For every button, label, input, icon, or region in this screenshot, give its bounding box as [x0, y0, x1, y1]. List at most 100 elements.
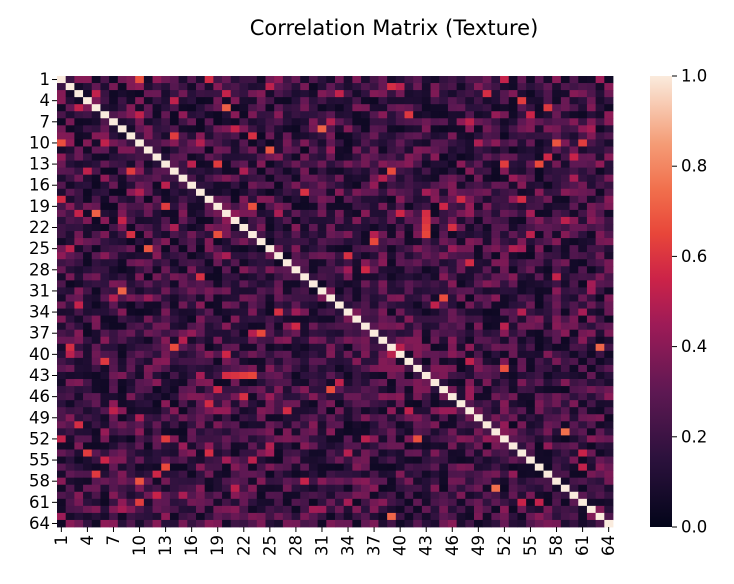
heatmap-cell: [178, 491, 188, 500]
heatmap-cell: [421, 245, 431, 253]
heatmap-cell: [143, 421, 153, 429]
heatmap-cell: [491, 400, 501, 408]
heatmap-cell: [352, 435, 362, 443]
heatmap-cell: [126, 301, 136, 309]
heatmap-cell: [196, 266, 206, 274]
heatmap-cell: [248, 231, 258, 239]
heatmap-cell: [387, 132, 397, 140]
heatmap-cell: [213, 181, 223, 190]
heatmap-cell: [239, 111, 249, 119]
heatmap-cell: [204, 167, 214, 176]
heatmap-cell: [57, 421, 67, 429]
heatmap-cell: [135, 83, 145, 91]
heatmap-cell: [430, 209, 440, 218]
heatmap-cell: [604, 273, 614, 281]
heatmap-cell: [595, 357, 605, 366]
heatmap-cell: [308, 357, 319, 366]
heatmap-cell: [378, 512, 388, 521]
heatmap-cell: [126, 153, 136, 161]
heatmap-cell: [421, 280, 431, 288]
heatmap-cell: [387, 491, 397, 500]
heatmap-cell: [169, 118, 180, 126]
heatmap-cell: [100, 386, 110, 394]
heatmap-cell: [343, 294, 353, 302]
heatmap-cell: [265, 97, 275, 105]
heatmap-cell: [274, 280, 284, 288]
heatmap-cell: [517, 146, 527, 154]
heatmap-cell: [439, 294, 449, 302]
heatmap-cell: [248, 301, 258, 309]
heatmap-cell: [152, 519, 162, 528]
heatmap-cell: [274, 118, 284, 126]
heatmap-cell: [508, 519, 518, 528]
heatmap-cell: [404, 153, 414, 161]
heatmap-cell: [604, 428, 614, 436]
heatmap-cell: [230, 393, 240, 401]
heatmap-cell: [161, 266, 171, 274]
heatmap-cell: [230, 160, 240, 169]
heatmap-cell: [91, 477, 101, 486]
heatmap-cell: [474, 259, 484, 267]
heatmap-cell: [421, 343, 431, 352]
heatmap-cell: [109, 273, 119, 281]
heatmap-cell: [526, 280, 536, 288]
heatmap-cell: [300, 519, 310, 528]
heatmap-cell: [335, 322, 345, 331]
heatmap-cell: [135, 294, 145, 302]
heatmap-cell: [152, 238, 162, 246]
heatmap-cell: [256, 379, 266, 387]
heatmap-cell: [204, 400, 214, 408]
heatmap-cell: [430, 519, 440, 528]
heatmap-cell: [239, 336, 249, 345]
heatmap-cell: [213, 336, 223, 345]
heatmap-cell: [378, 76, 388, 84]
heatmap-cell: [447, 301, 458, 309]
heatmap-cell: [74, 308, 84, 316]
heatmap-cell: [178, 252, 188, 260]
heatmap-cell: [282, 252, 292, 260]
heatmap-cell: [282, 308, 292, 316]
heatmap-cell: [500, 76, 510, 84]
heatmap-cell: [474, 308, 484, 316]
heatmap-cell: [83, 104, 93, 112]
heatmap-cell: [343, 329, 353, 338]
heatmap-cell: [343, 83, 353, 91]
heatmap-cell: [465, 160, 475, 169]
heatmap-cell: [395, 266, 405, 274]
heatmap-cell: [74, 216, 84, 225]
heatmap-cell: [317, 463, 327, 472]
heatmap-cell: [526, 259, 536, 267]
heatmap-cell: [300, 308, 310, 316]
heatmap-cell: [343, 336, 353, 345]
heatmap-cell: [117, 371, 127, 380]
heatmap-cell: [135, 153, 145, 161]
heatmap-cell: [196, 90, 206, 98]
heatmap-cell: [256, 393, 266, 401]
heatmap-cell: [91, 202, 101, 211]
heatmap-cell: [500, 209, 510, 218]
heatmap-cell: [100, 252, 110, 260]
heatmap-cell: [161, 519, 171, 528]
heatmap-cell: [256, 238, 266, 246]
heatmap-cell: [291, 301, 301, 309]
heatmap-cell: [100, 223, 110, 232]
heatmap-cell: [204, 259, 214, 267]
heatmap-cell: [413, 456, 423, 464]
heatmap-cell: [439, 202, 449, 211]
heatmap-cell: [378, 371, 388, 380]
heatmap-cell: [474, 343, 484, 352]
heatmap-cell: [604, 280, 614, 288]
heatmap-cell: [491, 357, 501, 366]
heatmap-cell: [230, 498, 240, 507]
heatmap-cell: [308, 216, 319, 225]
heatmap-cell: [543, 421, 553, 429]
heatmap-cell: [578, 231, 588, 239]
heatmap-cell: [543, 259, 553, 267]
heatmap-cell: [308, 315, 319, 324]
heatmap-cell: [291, 167, 301, 176]
heatmap-cell: [378, 364, 388, 373]
heatmap-cell: [560, 505, 570, 514]
heatmap-cell: [222, 301, 232, 309]
heatmap-cell: [291, 181, 301, 190]
heatmap-cell: [126, 456, 136, 464]
